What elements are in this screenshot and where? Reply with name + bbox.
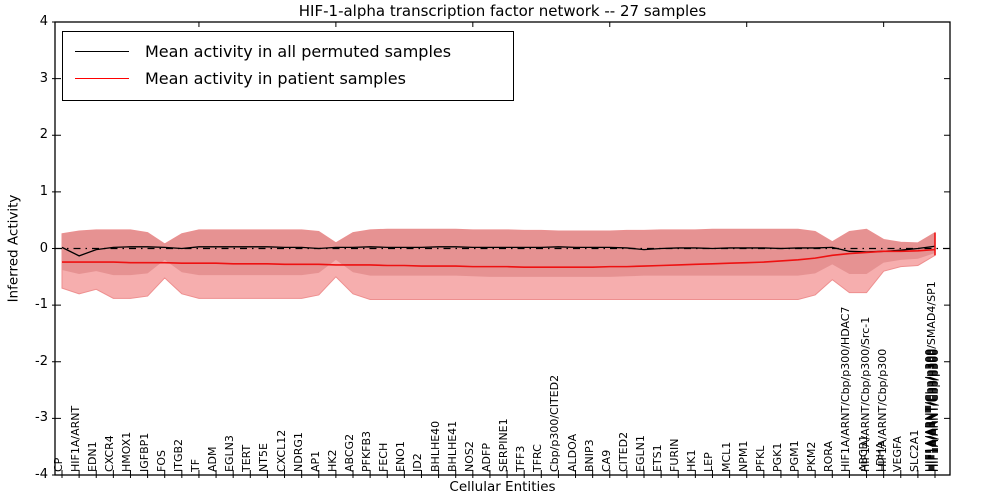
legend-line-permuted-swatch [75, 51, 129, 52]
x-tick-label: ABCG2 [343, 433, 356, 472]
y-tick-label: 0 [39, 240, 48, 256]
legend-row-permuted: Mean activity in all permuted samples [75, 38, 503, 65]
x-tick-label: TFRC [531, 444, 545, 472]
x-tick-label: HIF1A/ARNT/Cbp/p300/HDAC7 [839, 306, 853, 473]
x-tick-label: EGLN1 [634, 435, 647, 472]
x-tick-label: ID2 [411, 453, 425, 472]
x-tick-label: CA9 [599, 449, 613, 472]
x-tick-label: ADFP [479, 443, 493, 472]
x-axis-label: Cellular Entities [449, 479, 556, 495]
x-tick-label-overlapped: HIF1A/ARNT/Cbp/p300 [928, 348, 941, 472]
x-tick-label: CP [52, 457, 65, 472]
x-tick-label: ALDOA [565, 433, 579, 472]
x-tick-label: TFF3 [514, 445, 528, 472]
x-tick-label: PFKL [753, 445, 767, 472]
patient-mean-line [62, 248, 936, 268]
legend-line-patient-swatch [75, 78, 129, 79]
x-tick-label: PKM2 [805, 441, 819, 472]
x-tick-label: HMOX1 [120, 431, 134, 472]
legend-label-patient: Mean activity in patient samples [145, 69, 406, 88]
x-tick-label: AP1 [308, 450, 322, 472]
x-tick-label: FECH [377, 442, 391, 472]
x-tick-label: RORA [822, 440, 836, 472]
x-tick-label: CXCL12 [274, 429, 288, 472]
x-tick-label: IGFBP1 [137, 432, 151, 472]
x-tick-label: ITGB2 [171, 438, 185, 472]
x-tick-label: BHLHE40 [428, 420, 442, 472]
y-tick-label: 3 [39, 70, 48, 86]
x-tick-label: HK1 [685, 449, 699, 472]
y-tick-label: -3 [35, 410, 48, 426]
x-tick-label: CXCR4 [103, 435, 117, 472]
x-tick-label: HIF1A/ARNT [69, 405, 83, 472]
legend-label-permuted: Mean activity in all permuted samples [145, 42, 452, 61]
x-tick-label: NPM1 [736, 440, 750, 472]
permuted-mean-line [61, 245, 936, 257]
x-tick-label: EDN1 [86, 441, 100, 472]
x-tick-label: VEGFA [890, 436, 904, 472]
x-tick-label: TERT [240, 444, 254, 472]
y-tick-label: 2 [39, 127, 48, 143]
x-tick-label: BNIP3 [582, 439, 596, 472]
x-tick-label: FURIN [668, 438, 682, 473]
x-tick-label-overlapped: HIF1A/ARNT/Cbp/p300 [875, 348, 889, 472]
x-tick-label: SLC2A1 [907, 429, 921, 472]
y-tick-label: -2 [35, 353, 48, 369]
x-tick-label: CITED2 [616, 431, 630, 472]
y-tick-label: 1 [39, 183, 48, 199]
x-tick-label: SERPINE1 [497, 418, 511, 472]
x-tick-label: ENO1 [394, 441, 408, 472]
x-tick-label: HK2 [325, 449, 339, 472]
x-tick-label: EGLN3 [223, 435, 237, 472]
x-tick-label: PFKFB3 [360, 430, 374, 472]
permuted-activity-band-inner [62, 229, 935, 277]
legend: Mean activity in all permuted samples Me… [62, 31, 514, 101]
x-tick-label: TF [188, 458, 202, 472]
x-tick-label: ADM [206, 446, 220, 473]
x-tick-label: NDRG1 [291, 432, 305, 472]
chart-title: HIF-1-alpha transcription factor network… [298, 2, 707, 20]
x-tick-label: PGK1 [770, 442, 784, 472]
x-tick-label: BHLHE41 [445, 420, 459, 472]
x-tick-label: PGM1 [788, 440, 802, 472]
x-tick-label: Cbp/p300/CITED2 [548, 374, 562, 472]
x-tick-label: ETS1 [651, 444, 665, 472]
x-tick-label: MCL1 [719, 441, 733, 472]
x-tick-label: FOS [154, 450, 168, 472]
x-tick-label: NOS2 [462, 441, 476, 472]
x-tick-label: NT5E [257, 443, 271, 472]
x-tick-label: LEP [702, 452, 716, 472]
x-tick-label-overlapped: HIF1A/ARNT/Cbp/p300/Src-1 [858, 316, 872, 472]
y-tick-label: -4 [35, 467, 48, 482]
y-tick-label: -1 [35, 297, 48, 313]
legend-row-patient: Mean activity in patient samples [75, 65, 503, 92]
y-tick-label: 4 [39, 14, 48, 29]
